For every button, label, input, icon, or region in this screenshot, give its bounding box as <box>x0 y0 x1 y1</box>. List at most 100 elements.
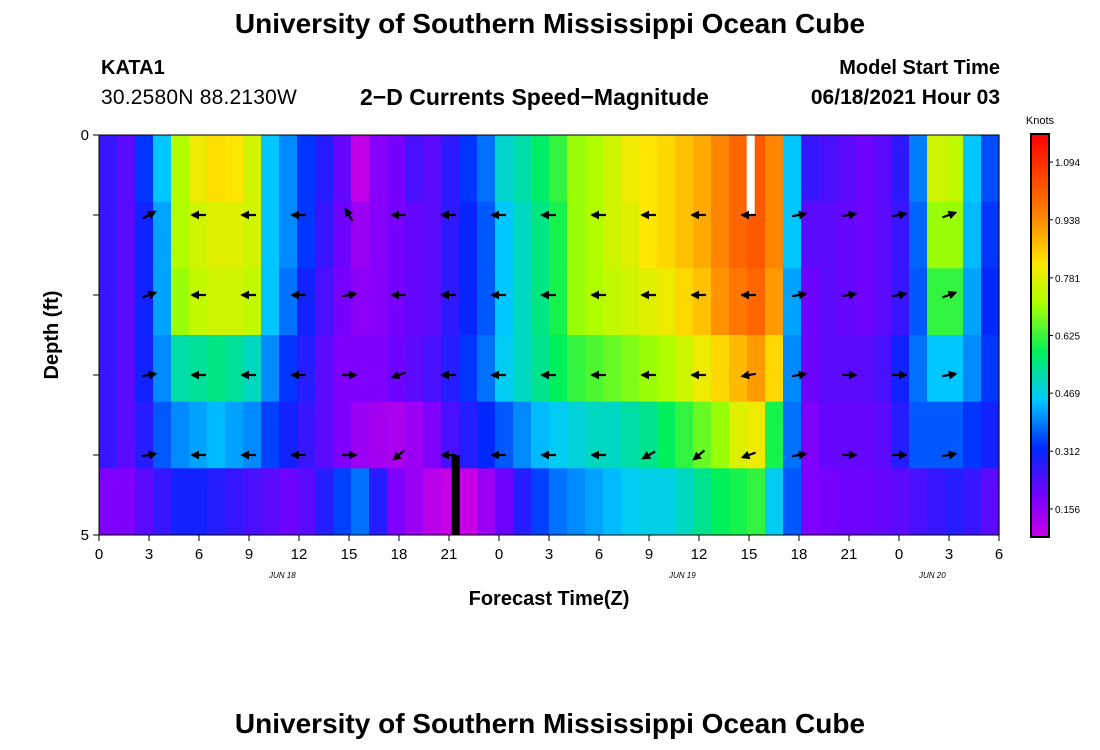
heatmap-cell <box>513 401 532 469</box>
heatmap-cell <box>135 468 154 536</box>
heatmap-cell <box>513 135 532 203</box>
x-tick-label: 6 <box>195 546 203 563</box>
heatmap-cell <box>909 335 928 403</box>
heatmap-cell <box>891 401 910 469</box>
heatmap-cell <box>981 135 1000 203</box>
heatmap-cell <box>819 268 838 336</box>
heatmap-cell <box>819 401 838 469</box>
y-tick-label: 0 <box>81 127 89 144</box>
heatmap-cell <box>693 335 712 403</box>
heatmap-cell <box>369 135 388 203</box>
heatmap-cell <box>549 468 568 536</box>
heatmap-cell <box>747 201 766 269</box>
current-vector-arrow <box>142 210 157 220</box>
current-vector-arrow <box>341 290 358 300</box>
heatmap-cell <box>567 401 586 469</box>
heatmap-cell <box>981 268 1000 336</box>
heatmap-cell <box>459 135 478 203</box>
heatmap-cell <box>603 201 622 269</box>
page-title: University of Southern Mississippi Ocean… <box>234 8 866 39</box>
heatmap-cell <box>135 401 154 469</box>
heatmap-cell <box>945 468 964 536</box>
heatmap-cell <box>405 135 424 203</box>
x-axis-label: Forecast Time(Z) <box>469 588 630 610</box>
heatmap-cell <box>855 401 874 469</box>
heatmap-cell <box>459 335 478 403</box>
heatmap-cell <box>567 201 586 269</box>
heatmap-cell <box>549 335 568 403</box>
heatmap-cell <box>675 335 694 403</box>
heatmap-cell <box>711 468 730 536</box>
y-axis-label: Depth (ft) <box>41 291 63 380</box>
heatmap-cell <box>441 135 460 203</box>
heatmap-cell <box>441 335 460 403</box>
heatmap-cell <box>549 135 568 203</box>
heatmap-cell <box>225 268 244 336</box>
heatmap-cell <box>909 468 928 536</box>
heatmap-cell <box>819 335 838 403</box>
heatmap-cell <box>99 135 118 203</box>
heatmap-cell <box>369 401 388 469</box>
heatmap-cell <box>693 135 712 203</box>
heatmap-cell <box>513 335 532 403</box>
heatmap-cell <box>315 401 334 469</box>
heatmap-cell <box>675 135 694 203</box>
heatmap-cell <box>495 335 514 403</box>
model-start-label: Model Start Time <box>839 57 1000 79</box>
heatmap-cell <box>513 268 532 336</box>
colorbar-tick-label: 0.469 <box>1055 389 1080 400</box>
heatmap-cell <box>837 468 856 536</box>
heatmap-cell <box>405 268 424 336</box>
heatmap-cell <box>117 201 136 269</box>
x-tick-label: 15 <box>741 546 758 563</box>
heatmap-cell <box>333 201 352 269</box>
heatmap-cell <box>297 268 316 336</box>
heatmap-cell <box>783 201 802 269</box>
heatmap-cell <box>279 468 298 536</box>
x-tick-label: 0 <box>895 546 903 563</box>
heatmap-cell <box>315 201 334 269</box>
heatmap-cell <box>639 201 658 269</box>
heatmap-cell <box>153 135 172 203</box>
heatmap-cell <box>477 468 496 536</box>
heatmap-cell <box>981 201 1000 269</box>
heatmap-cell <box>225 335 244 403</box>
heatmap-cell <box>585 468 604 536</box>
heatmap-cell <box>729 468 748 536</box>
heatmap-cell <box>369 268 388 336</box>
heatmap-cell <box>837 335 856 403</box>
heatmap-cell <box>585 268 604 336</box>
heatmap-cell <box>675 401 694 469</box>
heatmap-cell <box>603 468 622 536</box>
heatmap-cell <box>549 201 568 269</box>
heatmap-cell <box>549 401 568 469</box>
colorbar-tick-label: 0.156 <box>1055 505 1080 516</box>
heatmap-cell <box>747 335 766 403</box>
heatmap-cell <box>333 468 352 536</box>
heatmap-cell <box>279 268 298 336</box>
colorbar-scale <box>1030 133 1050 538</box>
heatmap-cell <box>351 401 370 469</box>
heatmap-cell <box>333 335 352 403</box>
heatmap-cell <box>657 268 676 336</box>
heatmap-cell <box>963 401 982 469</box>
heatmap-cell <box>351 201 370 269</box>
heatmap-cell <box>153 335 172 403</box>
x-tick-label: 18 <box>391 546 408 563</box>
heatmap-cell <box>765 201 784 269</box>
heatmap-cell <box>261 335 280 403</box>
heatmap-cell <box>963 201 982 269</box>
x-tick-label: 21 <box>841 546 858 563</box>
heatmap-cell <box>189 335 208 403</box>
heatmap-cell <box>621 468 640 536</box>
heatmap-cell <box>729 268 748 336</box>
heatmap-cell <box>279 135 298 203</box>
heatmap-cell <box>243 135 262 203</box>
heatmap-cell <box>711 135 730 203</box>
x-tick-label: 3 <box>145 546 153 563</box>
heatmap-cell <box>297 135 316 203</box>
station-coordinates: 30.2580N 88.2130W <box>101 86 298 109</box>
heatmap-cell <box>873 135 892 203</box>
heatmap-cell <box>747 468 766 536</box>
heatmap-cell <box>315 268 334 336</box>
